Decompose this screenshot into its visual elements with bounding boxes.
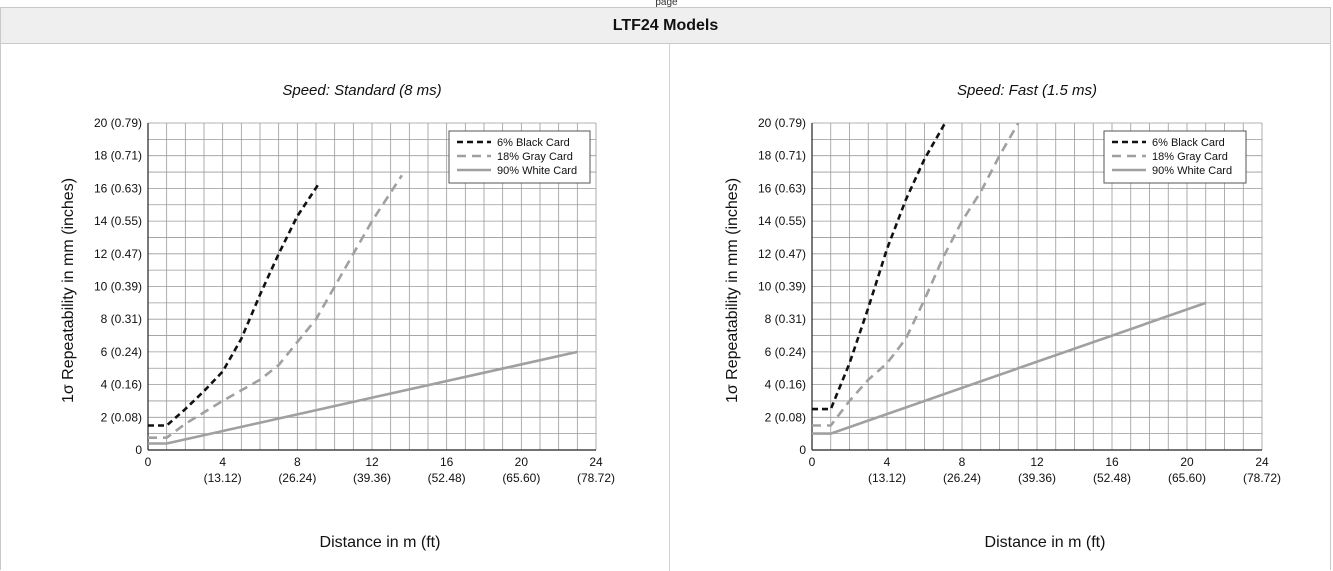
x-tick-sublabel: (65.60) (502, 471, 540, 485)
x-tick-label: 20 (1180, 455, 1194, 469)
y-tick-label: 14 (0.55) (758, 214, 806, 228)
y-tick-label: 6 (0.24) (765, 345, 806, 359)
x-tick-label: 24 (589, 455, 603, 469)
x-tick-label: 16 (440, 455, 454, 469)
panel-header: LTF24 Models (1, 8, 1330, 44)
y-tick-label: 10 (0.39) (94, 280, 142, 294)
x-tick-label: 12 (1030, 455, 1044, 469)
chart-fast-speed: Speed: Fast (1.5 ms) 0 2 (0.08) 4 (0.16) 6 (… (724, 82, 1281, 551)
y-tick-label: 6 (0.24) (101, 345, 142, 359)
series-line-3 (148, 350, 578, 445)
chart-title: Speed: Fast (1.5 ms) (957, 82, 1097, 99)
y-tick-label: 12 (0.47) (758, 247, 806, 261)
series-line-1 (148, 184, 319, 427)
y-tick-label: 2 (0.08) (101, 410, 142, 424)
x-tick-sublabel: (65.60) (1168, 471, 1206, 485)
y-tick-label: 0 (135, 443, 142, 457)
y-tick-label: 16 (0.63) (94, 181, 142, 195)
series-line-3 (812, 301, 1207, 435)
x-tick-sublabel: (13.12) (868, 471, 906, 485)
x-tick-label: 0 (809, 455, 816, 469)
x-tick-label: 24 (1255, 455, 1269, 469)
x-tick-sublabel: (26.24) (943, 471, 981, 485)
x-tick-sublabel: (52.48) (1093, 471, 1131, 485)
y-tick-label: 8 (0.31) (765, 312, 806, 326)
x-tick-sublabel: (52.48) (428, 471, 466, 485)
x-tick-label: 12 (365, 455, 379, 469)
y-tick-label: 2 (0.08) (765, 410, 806, 424)
y-axis-label: 1σ Repeatability in mm (inches) (724, 178, 741, 403)
x-tick-sublabel: (78.72) (577, 471, 615, 485)
x-tick-sublabel: (78.72) (1243, 471, 1281, 485)
y-tick-label: 18 (0.71) (758, 149, 806, 163)
y-tick-label: 8 (0.31) (101, 312, 142, 326)
y-tick-label: 20 (0.79) (94, 116, 142, 130)
chart-standard-speed: Speed: Standard (8 ms) 0 2 (0.08) 4 (0.16) 6… (60, 82, 615, 551)
legend-label-1: 6% Black Card (1152, 137, 1225, 149)
legend-label-3: 90% White Card (1152, 165, 1232, 177)
y-tick-label: 18 (0.71) (94, 149, 142, 163)
legend-label-2: 18% Gray Card (497, 151, 573, 163)
y-tick-label: 4 (0.16) (101, 378, 142, 392)
y-tick-label: 4 (0.16) (765, 378, 806, 392)
y-axis-label: 1σ Repeatability in mm (inches) (60, 178, 77, 403)
x-tick-sublabel: (39.36) (1018, 471, 1056, 485)
page-label: page (655, 0, 678, 8)
y-tick-label: 12 (0.47) (94, 247, 142, 261)
chart-panel-frame: LTF24 Models (0, 7, 1331, 571)
y-tick-label: 20 (0.79) (758, 116, 806, 130)
x-tick-label: 4 (884, 455, 891, 469)
panel-divider (669, 44, 670, 571)
y-tick-label: 14 (0.55) (94, 214, 142, 228)
x-tick-label: 8 (294, 455, 301, 469)
x-tick-label: 4 (219, 455, 226, 469)
series-line-2 (148, 174, 403, 440)
y-tick-label: 0 (799, 443, 806, 457)
x-tick-label: 0 (145, 455, 152, 469)
legend-label-2: 18% Gray Card (1152, 151, 1228, 163)
y-tick-label: 16 (0.63) (758, 181, 806, 195)
x-tick-sublabel: (39.36) (353, 471, 391, 485)
legend-label-3: 90% White Card (497, 165, 577, 177)
legend-label-1: 6% Black Card (497, 137, 570, 149)
x-tick-label: 20 (515, 455, 529, 469)
y-tick-label: 10 (0.39) (758, 280, 806, 294)
series-line-2 (812, 122, 1020, 427)
x-tick-sublabel: (13.12) (204, 471, 242, 485)
x-axis-label: Distance in m (ft) (320, 534, 441, 551)
chart-title: Speed: Standard (8 ms) (282, 82, 441, 99)
x-tick-label: 8 (959, 455, 966, 469)
x-axis-label: Distance in m (ft) (985, 534, 1106, 551)
x-tick-label: 16 (1105, 455, 1119, 469)
x-tick-sublabel: (26.24) (278, 471, 316, 485)
series-line-1 (812, 122, 947, 411)
